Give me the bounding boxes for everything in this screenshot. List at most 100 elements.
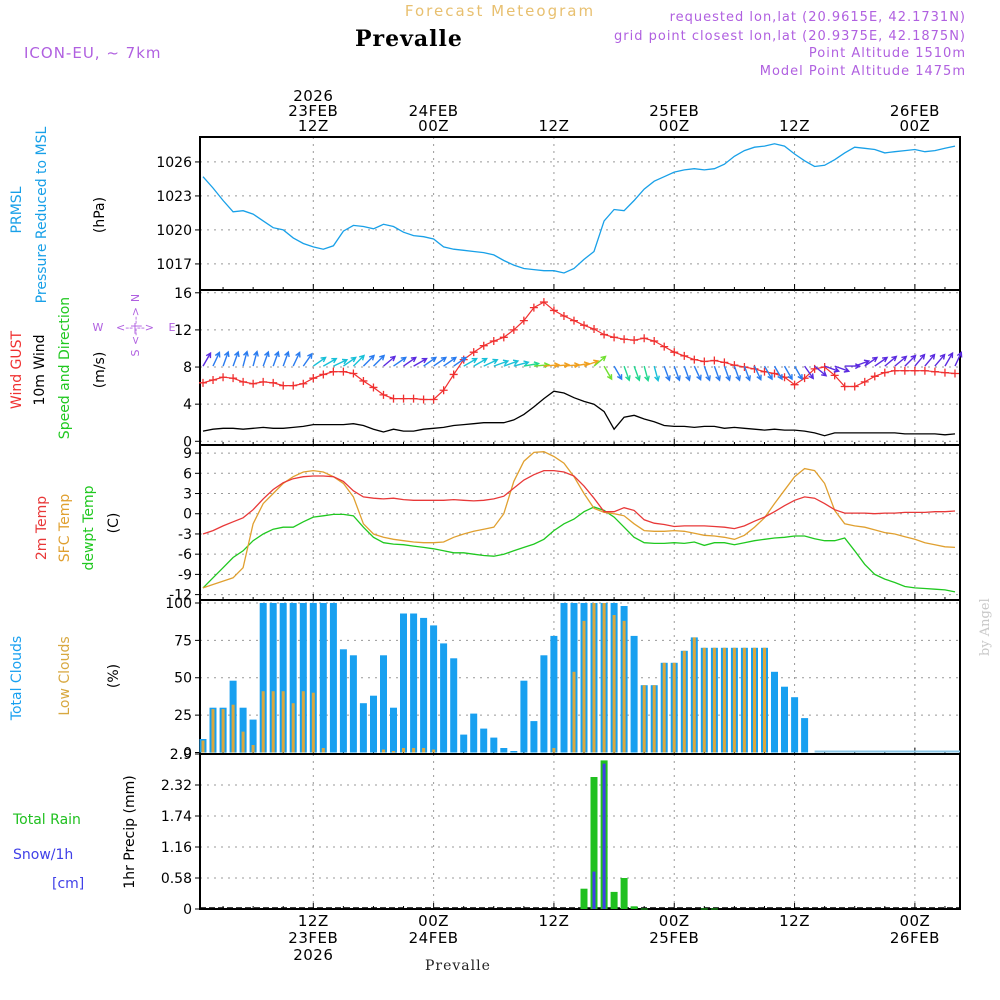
gust-marker [229, 374, 238, 383]
gust-marker [529, 303, 538, 312]
low-cloud-bar [753, 647, 756, 753]
gust-marker [670, 348, 679, 357]
station-title: Prevalle [355, 26, 463, 52]
wind-arrow [202, 351, 212, 367]
low-cloud-bar [221, 709, 225, 753]
low-clouds-title: Low Clouds [57, 636, 73, 715]
wind-arrow [914, 353, 926, 367]
wind-arrow [232, 350, 240, 367]
total-cloud-bar [410, 613, 418, 753]
wind-arrow [212, 351, 221, 367]
wind-arrow [854, 359, 871, 367]
temp-2m-line [202, 469, 956, 535]
pressure-title-1: PRMSL [9, 186, 25, 233]
low-cloud-bar [622, 620, 626, 753]
wind-arrow [513, 360, 530, 367]
wind-arrow [763, 365, 773, 381]
wind-compass: N S W E <--|--><--|--> [93, 294, 176, 357]
wind-arrow [252, 350, 259, 367]
y-tick-label: 2.9 [170, 747, 192, 763]
wind-gust-title: Wind GUST [9, 330, 25, 409]
time-label-top: 12Z [779, 117, 810, 135]
low-cloud-bar [402, 748, 405, 753]
low-cloud-bar [712, 647, 716, 753]
gust-marker [680, 351, 689, 360]
gust-marker [299, 379, 308, 388]
snow-unit: [cm] [52, 876, 84, 892]
total-cloud-bar [460, 734, 468, 753]
low-cloud-bar [201, 740, 205, 753]
footer-station: Prevalle [425, 958, 491, 974]
total-cloud-bar [500, 748, 508, 753]
gust-marker [319, 370, 328, 379]
wind-arrow [302, 352, 313, 367]
y-tick-label: 50 [174, 671, 192, 687]
wind-arrow [844, 363, 862, 370]
y-tick-label: -12 [169, 588, 192, 604]
compass-s: S [129, 349, 142, 356]
gust-marker [479, 341, 488, 350]
gust-marker [259, 377, 268, 386]
low-cloud-bar [582, 620, 586, 753]
wind-arrow [743, 365, 751, 382]
low-cloud-bar [412, 748, 416, 753]
wind-arrow [713, 365, 721, 382]
panel-frame [199, 136, 961, 291]
snow-bar [592, 871, 596, 909]
rain-bar [580, 888, 588, 909]
low-cloud-bar [422, 748, 426, 753]
snow-title: Snow/1h [13, 847, 73, 863]
total-cloud-bar [781, 686, 788, 753]
time-label-top: 12Z [298, 117, 329, 135]
y-tick-label: 0 [183, 434, 192, 450]
time-label-top: 25FEB [649, 102, 699, 120]
wind-ylabel: (m/s) [92, 352, 108, 389]
precip-ylabel: 1hr Precip (mm) [122, 775, 138, 888]
gust-marker [700, 357, 709, 366]
gust-marker [269, 378, 278, 387]
wind-arrow [443, 356, 458, 367]
gust-marker [359, 376, 368, 385]
snow-bar [602, 763, 606, 909]
wind-arrow [593, 355, 607, 367]
gust-marker [419, 395, 428, 404]
wind-arrow [834, 365, 851, 373]
gust-marker [379, 390, 388, 399]
wind-speed-dir-title: Speed and Direction [57, 297, 73, 439]
total-cloud-bar [390, 707, 397, 753]
sfc-temp-title: SFC Temp [57, 494, 73, 563]
wind-arrow [793, 365, 803, 381]
compass-ns-arrows: <--|--> [129, 307, 142, 345]
wind-10m-title: 10m Wind [32, 334, 48, 405]
wind-arrow [282, 350, 290, 367]
total-cloud-bar [560, 603, 568, 753]
gust-marker [620, 335, 629, 344]
gust-marker [950, 369, 959, 378]
gust-marker [369, 383, 378, 392]
wind-arrow [483, 358, 499, 367]
low-cloud-bar [702, 647, 706, 753]
y-tick-label: 1023 [156, 189, 192, 205]
wind-arrow [703, 365, 711, 382]
y-tick-label: -6 [178, 547, 192, 563]
y-tick-label: 3 [183, 487, 192, 503]
wind-arrow [683, 365, 691, 382]
pressure-ylabel: (hPa) [92, 197, 108, 233]
dewpt-title: dewpt Temp [81, 485, 97, 570]
gust-line [202, 301, 956, 401]
low-cloud-bar [432, 749, 436, 753]
total-cloud-bar [259, 603, 267, 753]
wind-arrow [352, 354, 366, 367]
y-tick-label: 6 [183, 466, 192, 482]
wind-speed-line [202, 390, 956, 437]
wind-arrow [292, 351, 301, 367]
gust-marker [840, 382, 849, 391]
panel-temperature: -12 -9 -6 -3 0 3 6 9 [169, 444, 961, 604]
low-cloud-bar [251, 745, 255, 753]
gust-marker [660, 342, 669, 351]
total-cloud-bar [630, 635, 638, 753]
total-cloud-bar [540, 655, 548, 753]
gust-marker [890, 366, 899, 375]
wind-arrow [242, 350, 249, 367]
